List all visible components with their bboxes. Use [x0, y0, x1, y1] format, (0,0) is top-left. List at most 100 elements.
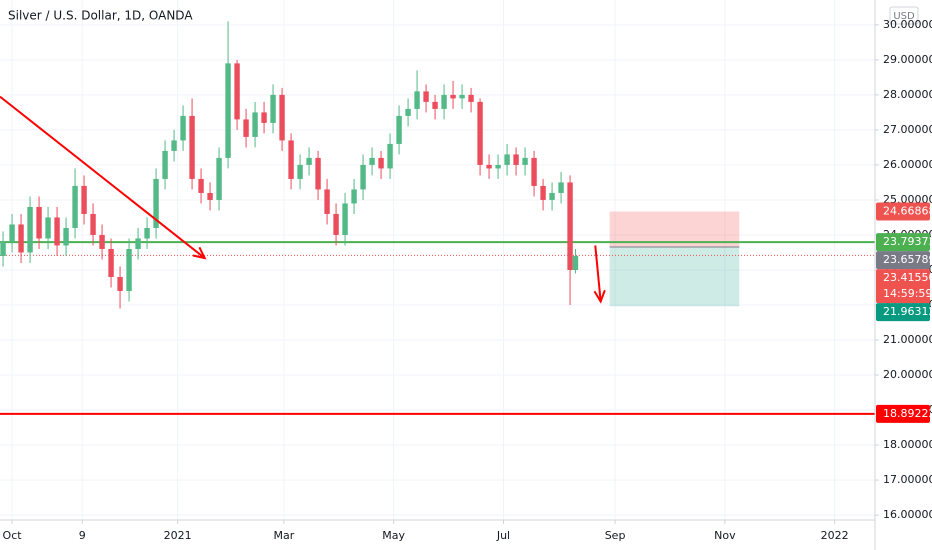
candle-body	[279, 94, 285, 141]
candle-body	[477, 101, 483, 165]
price-badge	[876, 303, 930, 322]
candle-body	[567, 182, 573, 270]
y-tick-label: 28.00000	[883, 88, 932, 101]
y-tick-label: 21.00000	[883, 333, 932, 346]
candle-body	[504, 154, 510, 165]
candle-body	[414, 91, 420, 109]
candle-body	[342, 203, 348, 235]
trend-line-head	[192, 246, 207, 260]
candle-body	[441, 94, 447, 109]
y-tick-label: 29.00000	[883, 53, 932, 66]
price-badge	[876, 251, 930, 270]
price-badge-label: 23.79373	[883, 235, 932, 248]
stop-zone	[609, 211, 740, 247]
candle-body	[198, 178, 204, 193]
price-badge-label: 18.89222	[883, 407, 932, 420]
candle-body	[360, 164, 366, 190]
candle-body	[27, 206, 33, 253]
marks	[0, 21, 875, 415]
candle-body	[72, 185, 78, 228]
candle-body	[513, 154, 519, 165]
candle-body	[333, 213, 339, 235]
candle-body	[225, 63, 231, 158]
candle-body	[216, 157, 222, 200]
candle-body	[558, 182, 564, 193]
x-tick-label: Oct	[3, 529, 23, 542]
arrow-head	[593, 289, 606, 304]
y-tick-label: 27.00000	[883, 123, 932, 136]
candle-body	[396, 115, 402, 144]
candle-body	[108, 248, 114, 277]
candle-body	[135, 238, 141, 249]
arrow	[594, 245, 602, 302]
candle-body	[126, 248, 132, 291]
countdown: 14:59:59	[883, 287, 932, 300]
candle-body	[117, 276, 123, 291]
candle-body	[189, 115, 195, 179]
y-tick-label: 16.00000	[883, 508, 932, 521]
y-tick-label: 30.00000	[883, 18, 932, 31]
candle-body	[234, 63, 240, 120]
price-badge-label: 23.65789	[883, 253, 932, 266]
y-tick-label: 26.00000	[883, 158, 932, 171]
x-tick-label: 2022	[821, 529, 849, 542]
candle-body	[450, 94, 456, 99]
candle-body	[572, 255, 579, 270]
candle-body	[36, 206, 42, 239]
candle-body	[522, 157, 528, 165]
candle-body	[315, 157, 321, 190]
candle-body	[81, 185, 87, 214]
price-badge	[876, 233, 930, 252]
currency-box[interactable]	[889, 6, 919, 25]
candle-body	[495, 164, 501, 169]
candle-body	[432, 101, 438, 109]
candle-body	[549, 192, 555, 200]
x-tick-label: 9	[79, 529, 86, 542]
candle-body	[387, 143, 393, 169]
candle-body	[252, 112, 258, 137]
candle-body	[270, 94, 276, 123]
x-tick-label: May	[382, 529, 405, 542]
candle-body	[261, 112, 267, 123]
x-tick-label: Nov	[714, 529, 736, 542]
candle-body	[324, 189, 330, 214]
candle-body	[99, 234, 105, 249]
currency[interactable]: USD	[893, 11, 915, 22]
candle-body	[459, 94, 465, 99]
candle-body	[369, 157, 375, 165]
x-tick-label: Jul	[496, 529, 510, 542]
y-tick-label: 18.00000	[883, 438, 932, 451]
candle-body	[90, 213, 96, 235]
candle-body	[171, 140, 177, 151]
chart-title: Silver / U.S. Dollar, 1D, OANDA	[8, 9, 193, 23]
y-tick-label: 17.00000	[883, 473, 932, 486]
candle-body	[63, 227, 69, 246]
candle-body	[540, 185, 546, 200]
candle-body	[297, 164, 303, 179]
candle-body	[9, 224, 15, 242]
trend-line	[0, 95, 206, 259]
candle-body	[531, 157, 537, 186]
candle-body	[423, 91, 429, 102]
candle-body	[180, 115, 186, 141]
candle-body	[153, 178, 159, 228]
price-badge-label: 24.66868	[883, 205, 932, 218]
grid	[0, 0, 875, 520]
price-badge	[876, 202, 930, 221]
candle-body	[243, 119, 249, 137]
candle-body	[18, 224, 24, 253]
candle-body	[54, 217, 60, 246]
price-badge-label: 23.41550	[883, 271, 932, 284]
price-badge	[876, 269, 930, 304]
candle-body	[288, 140, 294, 179]
x-tick-label: Mar	[273, 529, 294, 542]
target-zone	[609, 246, 740, 307]
candle-body	[351, 189, 357, 204]
y-tick-label: 20.00000	[883, 368, 932, 381]
candle-body	[486, 164, 492, 169]
x-tick-label: 2021	[164, 529, 192, 542]
candle-body	[468, 94, 474, 102]
candle-body	[306, 157, 312, 165]
